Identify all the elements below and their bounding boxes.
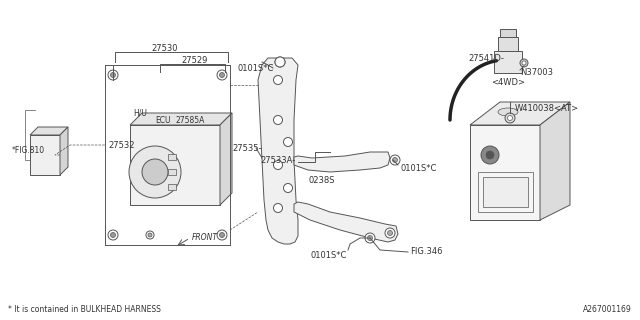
Polygon shape [30,127,68,135]
Text: 27535-: 27535- [232,143,262,153]
Circle shape [278,60,282,65]
Circle shape [390,155,400,165]
Circle shape [486,151,494,159]
Polygon shape [470,102,570,125]
Polygon shape [470,125,540,220]
Circle shape [392,157,397,163]
Circle shape [146,231,154,239]
Circle shape [142,159,168,185]
Circle shape [108,230,118,240]
Circle shape [481,146,499,164]
Circle shape [505,113,515,123]
Polygon shape [130,113,232,125]
Circle shape [108,70,118,80]
Text: H/U: H/U [133,108,147,117]
Circle shape [520,59,528,67]
Circle shape [111,233,115,237]
Circle shape [217,70,227,80]
Circle shape [284,183,292,193]
Polygon shape [294,202,398,242]
Text: 0101S*C: 0101S*C [310,252,346,260]
Bar [168,169,176,175]
Polygon shape [220,113,232,205]
Circle shape [273,116,282,124]
Bar [498,37,518,51]
Polygon shape [540,102,570,220]
Circle shape [522,61,526,65]
Bar [478,172,533,212]
Bar [483,177,528,207]
Circle shape [273,204,282,212]
Text: 27532: 27532 [108,140,134,149]
Text: 0238S: 0238S [308,175,335,185]
Text: <4WD>: <4WD> [491,77,525,86]
Circle shape [385,228,395,238]
Polygon shape [294,152,390,172]
Text: 27585A: 27585A [175,116,204,124]
Circle shape [508,116,513,121]
Text: 0101S*C: 0101S*C [237,63,273,73]
Text: 27533A-: 27533A- [260,156,295,164]
Polygon shape [258,58,298,244]
Text: N37003: N37003 [520,68,553,76]
Text: 27529: 27529 [182,55,208,65]
Text: A267001169: A267001169 [583,306,632,315]
Circle shape [387,230,392,236]
Circle shape [273,161,282,170]
Bar [494,51,522,73]
Circle shape [273,76,282,84]
Text: FRONT: FRONT [192,234,218,243]
Circle shape [365,233,375,243]
Text: 27541D-: 27541D- [468,53,504,62]
Circle shape [111,73,115,77]
Text: * It is contained in BULKHEAD HARNESS: * It is contained in BULKHEAD HARNESS [8,306,161,315]
Circle shape [148,233,152,237]
Bar [168,184,176,190]
Ellipse shape [498,108,518,116]
Circle shape [275,57,285,67]
Text: W410038<AT>: W410038<AT> [515,103,579,113]
Text: 27530: 27530 [152,44,179,52]
Bar [500,29,516,37]
Bar [130,125,220,205]
Circle shape [275,57,285,67]
Text: FIG.346: FIG.346 [410,247,442,257]
Circle shape [284,138,292,147]
Bar [168,154,176,160]
Text: 0101S*C: 0101S*C [400,164,436,172]
Circle shape [220,73,225,77]
Circle shape [129,146,181,198]
Circle shape [217,230,227,240]
Polygon shape [60,127,68,175]
Circle shape [367,236,372,241]
Text: ECU: ECU [155,116,170,124]
Circle shape [220,233,225,237]
Text: *FIG.810: *FIG.810 [12,146,45,155]
Bar [30,135,60,175]
